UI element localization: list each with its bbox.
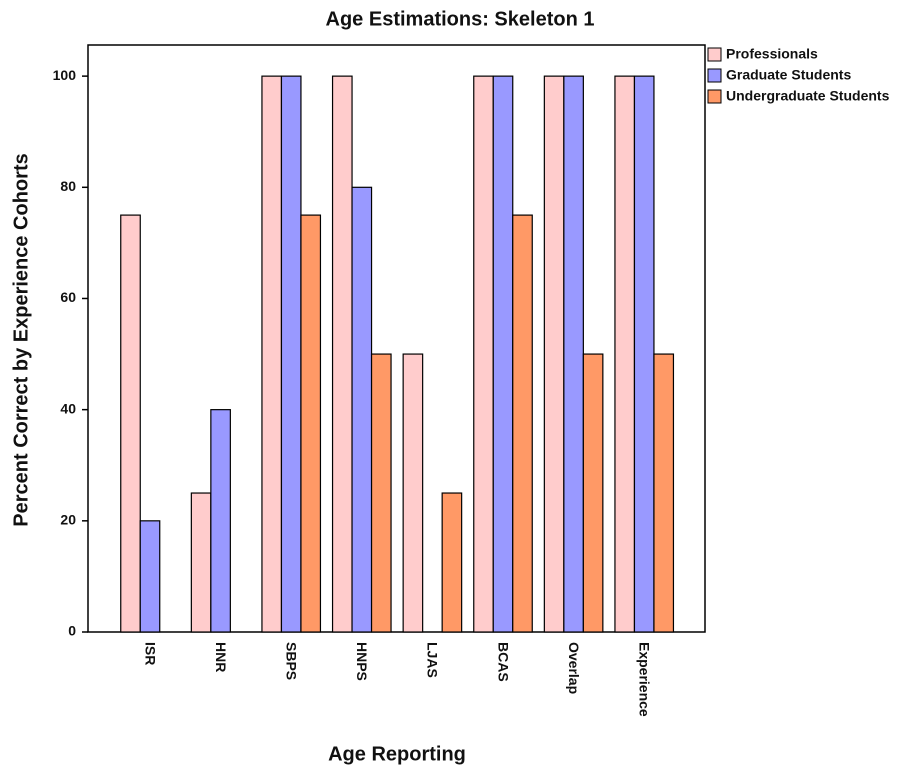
bar: [512, 214, 533, 633]
x-tick-label: HNR: [213, 642, 229, 672]
y-tick-label: 0: [68, 623, 76, 639]
x-tick-label: Experience: [636, 642, 652, 717]
bar: [120, 214, 141, 633]
y-tick-label: 80: [60, 178, 76, 194]
bar: [261, 75, 283, 633]
x-tick-label: HNPS: [354, 642, 370, 681]
bar: [633, 75, 655, 633]
y-tick-label: 60: [60, 289, 76, 305]
bar: [351, 186, 373, 633]
y-tick-label: 20: [60, 512, 76, 528]
bar: [280, 75, 302, 633]
legend-swatch: [707, 47, 722, 62]
x-tick-label: SBPS: [283, 642, 299, 680]
bar: [190, 492, 212, 633]
y-tick-label: 40: [60, 400, 76, 416]
x-axis-title: Age Reporting: [328, 743, 466, 765]
y-axis-title: Percent Correct by Experience Cohorts: [10, 153, 32, 526]
bar: [582, 353, 604, 633]
x-tick-label: ISR: [142, 642, 158, 665]
x-tick-label: Overlap: [566, 642, 582, 694]
bar: [210, 409, 231, 633]
chart-title: Age Estimations: Skeleton 1: [326, 8, 595, 30]
bar: [543, 75, 565, 633]
bar: [402, 353, 424, 633]
legend-label: Professionals: [726, 46, 818, 62]
legend-label: Undergraduate Students: [726, 88, 890, 104]
bar: [331, 75, 353, 633]
legend-swatch: [707, 89, 722, 104]
x-tick-label: BCAS: [495, 642, 511, 682]
y-tick-label: 100: [53, 67, 77, 83]
bar: [563, 75, 584, 633]
plot-frame: [87, 44, 706, 633]
bar: [370, 353, 392, 633]
bar: [300, 214, 322, 633]
bar: [139, 520, 161, 633]
bar: [441, 492, 463, 633]
legend-label: Graduate Students: [726, 67, 851, 83]
bar: [614, 75, 636, 633]
bar: [653, 353, 675, 633]
bar: [492, 75, 514, 633]
bar: [473, 75, 494, 633]
x-tick-label: LJAS: [425, 642, 441, 678]
legend-swatch: [707, 68, 722, 83]
